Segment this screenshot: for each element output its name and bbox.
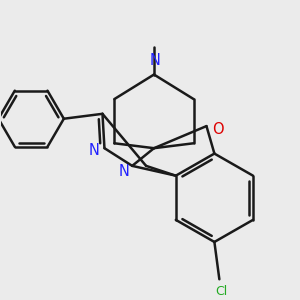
Text: O: O bbox=[212, 122, 224, 136]
Text: Cl: Cl bbox=[215, 285, 227, 298]
Text: N: N bbox=[89, 142, 100, 158]
Text: N: N bbox=[119, 164, 130, 179]
Text: N: N bbox=[149, 53, 161, 68]
